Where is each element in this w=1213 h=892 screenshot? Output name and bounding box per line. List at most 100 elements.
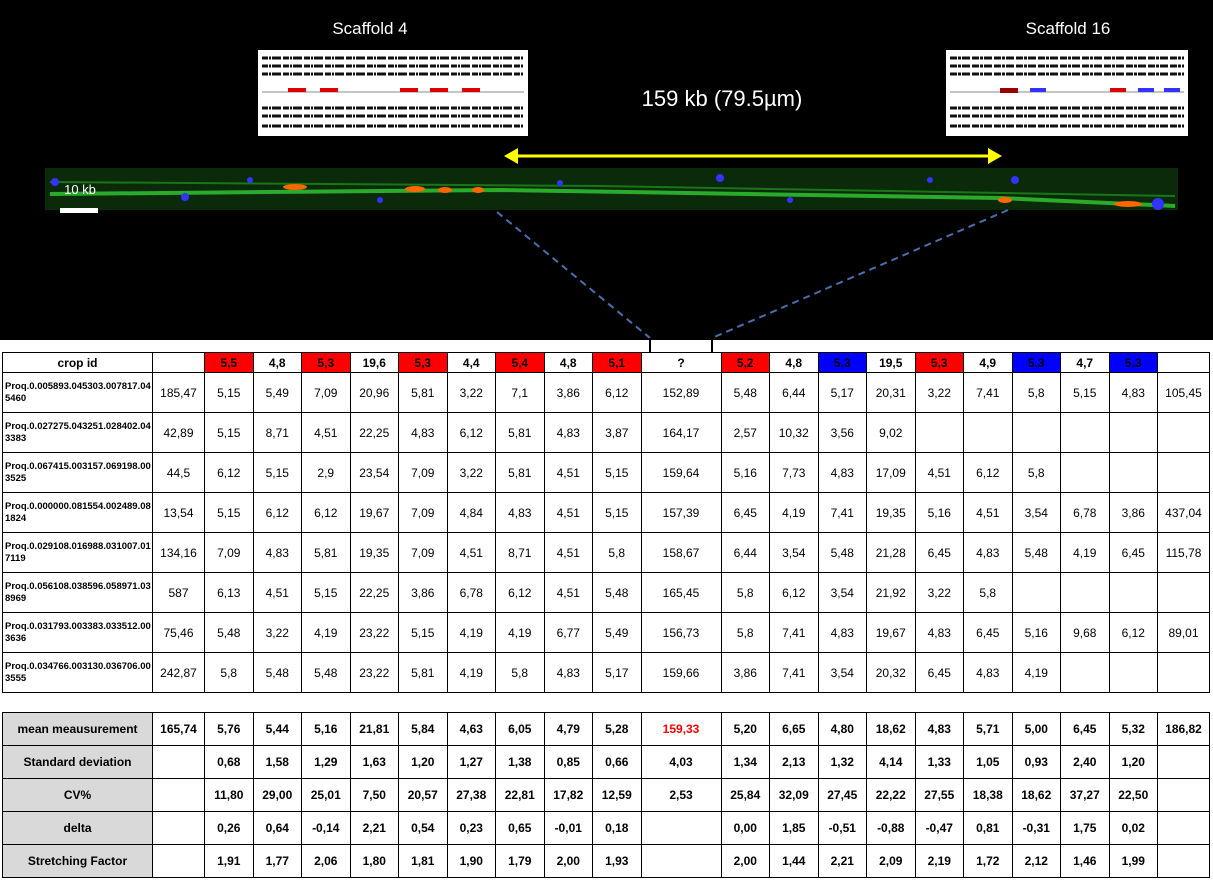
summary-cell: 1,72 (964, 845, 1013, 878)
data-cell: 22,25 (350, 413, 399, 453)
data-cell: 4,19 (1012, 653, 1061, 693)
summary-cell (641, 845, 721, 878)
summary-cell: 186,82 (1158, 713, 1210, 746)
header-cell: 5,1 (593, 353, 642, 373)
summary-cell: 5,20 (721, 713, 770, 746)
data-cell: 4,19 (1061, 533, 1110, 573)
data-cell (1109, 653, 1158, 693)
data-cell: 5,16 (915, 493, 964, 533)
distance-label: 159 kb (79.5µm) (642, 86, 803, 111)
data-cell: 4,83 (818, 453, 867, 493)
data-cell: 7,09 (399, 533, 448, 573)
data-cell: 5,48 (593, 573, 642, 613)
data-cell: 13,54 (153, 493, 205, 533)
header-cell (153, 353, 205, 373)
data-cell: 164,17 (641, 413, 721, 453)
data-cell: 6,77 (544, 613, 593, 653)
data-cell: 10,32 (770, 413, 819, 453)
header-cell: 5,3 (1109, 353, 1158, 373)
data-cell: 3,86 (721, 653, 770, 693)
data-cell: 9,68 (1061, 613, 1110, 653)
data-row: Proq.0.029108.016988.031007.017119134,16… (3, 533, 1210, 573)
summary-cell: 7,50 (350, 779, 399, 812)
summary-cell: -0,88 (867, 812, 916, 845)
header-cell: 5,5 (205, 353, 254, 373)
data-cell: 3,87 (593, 413, 642, 453)
data-cell: 5,48 (721, 373, 770, 413)
data-cell: 159,66 (641, 653, 721, 693)
summary-cell: 37,27 (1061, 779, 1110, 812)
microscopy-figure: Scaffold 4 Scaffold 16 159 kb (79.5µm) (0, 0, 1213, 352)
summary-cell: 2,19 (915, 845, 964, 878)
summary-cell: 1,91 (205, 845, 254, 878)
summary-cell: 2,06 (302, 845, 351, 878)
crop-id: Proq.0.005893.045303.007817.045460 (3, 373, 153, 413)
header-cell: 5,3 (818, 353, 867, 373)
data-cell: 19,67 (350, 493, 399, 533)
summary-cell: 4,83 (915, 713, 964, 746)
summary-cell: 1,32 (818, 746, 867, 779)
summary-cell: 6,45 (1061, 713, 1110, 746)
summary-cell: 0,23 (447, 812, 496, 845)
summary-cell: 1,20 (1109, 746, 1158, 779)
data-cell: 5,81 (302, 533, 351, 573)
data-cell: 5,15 (205, 373, 254, 413)
summary-cell: 22,22 (867, 779, 916, 812)
data-cell (1158, 653, 1210, 693)
summary-cell: 1,20 (399, 746, 448, 779)
summary-cell: 2,21 (350, 812, 399, 845)
data-cell: 7,41 (770, 653, 819, 693)
data-cell: 4,83 (253, 533, 302, 573)
summary-cell: 6,65 (770, 713, 819, 746)
data-cell: 4,51 (544, 533, 593, 573)
data-cell: 4,83 (544, 653, 593, 693)
summary-cell: 0,93 (1012, 746, 1061, 779)
data-cell: 5,15 (1061, 373, 1110, 413)
data-cell: 3,86 (1109, 493, 1158, 533)
summary-label: mean meausurement (3, 713, 153, 746)
summary-cell: 12,59 (593, 779, 642, 812)
summary-cell: 1,34 (721, 746, 770, 779)
data-cell: 5,8 (496, 653, 545, 693)
summary-cell: 0,65 (496, 812, 545, 845)
data-row: Proq.0.005893.045303.007817.045460185,47… (3, 373, 1210, 413)
data-cell: 8,71 (496, 533, 545, 573)
summary-cell: 4,80 (818, 713, 867, 746)
data-cell: 4,19 (770, 493, 819, 533)
summary-cell: 2,53 (641, 779, 721, 812)
header-cell: 5,3 (302, 353, 351, 373)
data-cell: 4,83 (964, 653, 1013, 693)
summary-cell: 2,12 (1012, 845, 1061, 878)
summary-cell: 1,85 (770, 812, 819, 845)
summary-cell: 1,81 (399, 845, 448, 878)
dna-fiber (45, 168, 1178, 210)
data-cell: 19,67 (867, 613, 916, 653)
data-cell: 4,51 (253, 573, 302, 613)
data-cell: 157,39 (641, 493, 721, 533)
summary-cell: 18,62 (867, 713, 916, 746)
summary-cell: 2,21 (818, 845, 867, 878)
header-cell: 4,7 (1061, 353, 1110, 373)
data-cell: 5,48 (818, 533, 867, 573)
summary-cell: 5,44 (253, 713, 302, 746)
data-cell: 5,16 (1012, 613, 1061, 653)
data-cell: 6,78 (1061, 493, 1110, 533)
summary-cell: 5,28 (593, 713, 642, 746)
summary-cell: 0,68 (205, 746, 254, 779)
summary-cell (1158, 812, 1210, 845)
data-cell: 159,64 (641, 453, 721, 493)
right-scaffold-label: Scaffold 16 (1026, 19, 1111, 38)
data-cell: 4,83 (496, 493, 545, 533)
data-cell: 23,22 (350, 653, 399, 693)
data-cell: 19,35 (867, 493, 916, 533)
summary-cell: 1,38 (496, 746, 545, 779)
data-cell: 3,54 (818, 653, 867, 693)
data-cell: 5,15 (205, 493, 254, 533)
data-cell: 5,8 (964, 573, 1013, 613)
summary-cell: 22,81 (496, 779, 545, 812)
data-cell: 6,45 (1109, 533, 1158, 573)
data-cell: 4,83 (1109, 373, 1158, 413)
data-cell: 7,73 (770, 453, 819, 493)
data-cell: 4,51 (544, 453, 593, 493)
data-cell: 7,41 (964, 373, 1013, 413)
